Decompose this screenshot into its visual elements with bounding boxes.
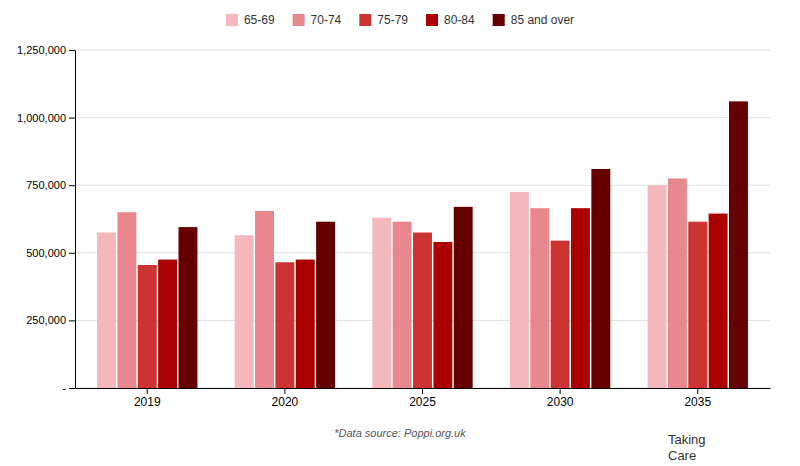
bar — [138, 265, 157, 388]
x-tick: 2019 — [134, 388, 161, 409]
y-tick-label: 1,000,000 — [17, 112, 66, 124]
x-axis: 2019 2020 2025 2030 2035 — [76, 388, 771, 409]
bar — [729, 101, 748, 388]
legend-label: 85 and over — [511, 13, 574, 27]
tick-mark — [147, 388, 148, 394]
y-tick: 500,000 — [26, 247, 75, 259]
axis-line — [75, 51, 76, 389]
legend-item: 80-84 — [426, 13, 475, 27]
legend-label: 70-74 — [311, 13, 342, 27]
tick-mark — [69, 320, 75, 321]
y-tick: 1,250,000 — [17, 44, 75, 56]
tick-mark — [69, 253, 75, 254]
bar — [591, 169, 610, 388]
bar — [372, 218, 391, 388]
bar — [433, 242, 452, 388]
tick-mark — [69, 185, 75, 186]
plot-area: 2019 2020 2025 2030 2035 - 250,000 500,000 750,0… — [17, 44, 770, 409]
x-tick-label: 2020 — [272, 395, 299, 409]
bar — [571, 208, 590, 388]
grid — [75, 50, 770, 388]
legend-swatch — [293, 14, 305, 26]
legend-swatch — [426, 14, 438, 26]
tick-mark — [69, 388, 75, 389]
legend: 65-69 70-74 75-79 80-84 85 and over — [226, 13, 574, 27]
bar — [530, 208, 549, 388]
bar — [668, 178, 687, 388]
source-note: *Data source: Poppi.org.uk — [334, 427, 466, 439]
bar-series — [158, 208, 727, 388]
x-tick: 2035 — [684, 388, 711, 409]
legend-label: 80-84 — [444, 13, 475, 27]
bar — [510, 192, 529, 388]
legend-swatch — [226, 14, 238, 26]
bar — [393, 222, 412, 388]
bar — [316, 222, 335, 388]
y-tick: - — [62, 382, 75, 394]
bar — [158, 260, 177, 388]
tick-mark — [560, 388, 561, 394]
grid-line — [75, 117, 770, 118]
grid-line — [75, 50, 770, 51]
y-tick-label: 1,250,000 — [17, 44, 66, 56]
bar — [296, 260, 315, 388]
x-tick: 2020 — [272, 388, 299, 409]
y-tick: 1,000,000 — [17, 112, 75, 124]
y-tick-label: - — [62, 382, 66, 394]
x-tick-label: 2025 — [409, 395, 436, 409]
bar — [275, 262, 294, 388]
tick-mark — [69, 50, 75, 51]
bar — [255, 211, 274, 388]
bars — [97, 101, 748, 388]
legend-item: 85 and over — [493, 13, 574, 27]
y-tick: 750,000 — [26, 179, 75, 191]
bar — [688, 222, 707, 388]
bar — [97, 233, 116, 388]
tick-mark — [422, 388, 423, 394]
legend-item: 75-79 — [359, 13, 408, 27]
legend-item: 65-69 — [226, 13, 275, 27]
y-tick-label: 250,000 — [26, 314, 66, 326]
y-tick-label: 500,000 — [26, 247, 66, 259]
bar-series — [97, 185, 666, 388]
legend-swatch — [359, 14, 371, 26]
y-tick: 250,000 — [26, 314, 75, 326]
legend-label: 65-69 — [244, 13, 275, 27]
bar — [454, 207, 473, 388]
y-tick-label: 750,000 — [26, 179, 66, 191]
bar-series — [179, 101, 748, 388]
bar — [179, 227, 198, 388]
x-tick-label: 2035 — [684, 395, 711, 409]
x-tick-label: 2030 — [547, 395, 574, 409]
bar — [413, 233, 432, 388]
bar — [648, 185, 667, 388]
bar-series — [138, 222, 707, 388]
bar — [117, 212, 136, 388]
y-axis: - 250,000 500,000 750,000 1,000,000 1,250,000 — [17, 44, 75, 394]
legend-swatch — [493, 14, 505, 26]
chart: 2019 2020 2025 2030 2035 - 250,000 500,000 750,0… — [0, 0, 800, 466]
tick-mark — [697, 388, 698, 394]
x-tick: 2030 — [547, 388, 574, 409]
bar — [235, 235, 254, 388]
x-tick-label: 2019 — [134, 395, 161, 409]
bar — [709, 214, 728, 388]
legend-label: 75-79 — [377, 13, 408, 27]
logo-text: TakingCare — [668, 432, 706, 463]
bar — [551, 241, 570, 388]
x-tick: 2025 — [409, 388, 436, 409]
tick-mark — [69, 118, 75, 119]
legend-item: 70-74 — [293, 13, 342, 27]
tick-mark — [284, 388, 285, 394]
